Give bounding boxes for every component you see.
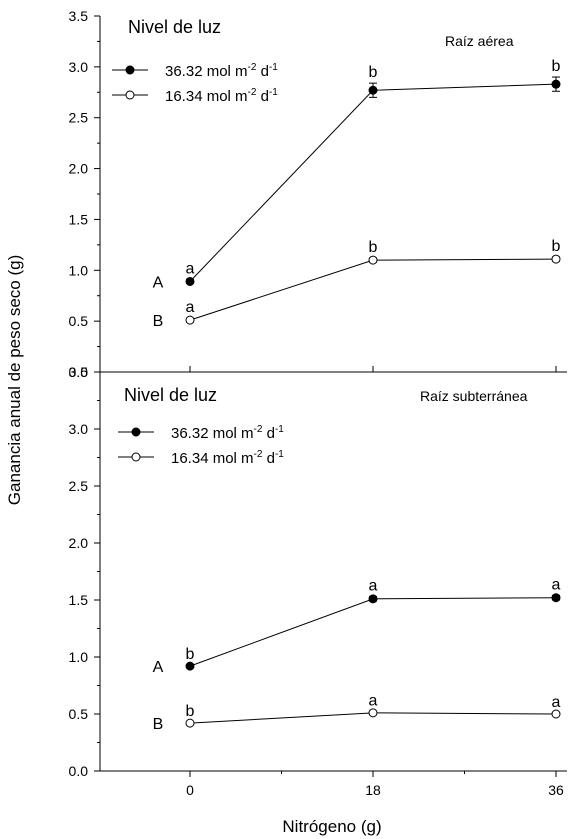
series-line: [189, 597, 557, 667]
data-point: [368, 85, 378, 95]
significance-letter: b: [369, 239, 378, 256]
y-tick-label: 1.0: [69, 262, 89, 278]
y-tick-label: 3.5: [69, 8, 89, 24]
significance-letter: a: [552, 576, 561, 593]
x-tick-label: 18: [365, 782, 381, 798]
plot-area: 0.0 0.5 1.0 1.5 2.0 2.5 3.0 3.5 Raíz aérea Nivel …: [69, 8, 567, 798]
significance-letter: b: [369, 64, 378, 81]
y-tick-label: 3.0: [69, 59, 89, 75]
legend-title: Nivel de luz: [128, 17, 221, 37]
y-axis-label: Ganancia anual de peso seco (g): [5, 255, 24, 505]
legend-marker: [131, 427, 141, 437]
y-tick-label: 2.5: [69, 110, 89, 126]
group-label: B: [153, 313, 164, 330]
y-tick-label: 1.5: [69, 592, 89, 608]
data-point: [368, 708, 378, 718]
data-point: [368, 594, 378, 604]
data-point: [185, 661, 195, 671]
data-point: [551, 593, 561, 603]
legend-title: Nivel de luz: [124, 385, 217, 405]
y-tick-label: 0.0: [69, 763, 89, 779]
data-point: [551, 79, 561, 89]
significance-letter: b: [186, 646, 195, 663]
data-point: [551, 709, 561, 719]
legend-label: 16.34 mol m-2 d-1: [165, 87, 278, 105]
group-label: B: [153, 716, 164, 733]
significance-letter: b: [186, 703, 195, 720]
significance-letter: a: [186, 260, 195, 277]
data-point: [185, 315, 195, 325]
data-point: [185, 718, 195, 728]
x-tick-label: 0: [186, 782, 194, 798]
group-label: A: [153, 274, 164, 291]
significance-letter: a: [369, 578, 378, 595]
data-point: [368, 255, 378, 265]
y-tick-label: 2.0: [69, 161, 89, 177]
series-line: [189, 258, 557, 321]
x-tick-label: 36: [548, 782, 564, 798]
significance-letter: b: [552, 58, 561, 75]
group-label: A: [153, 659, 164, 676]
y-tick-label: 0.0: [69, 364, 89, 380]
y-tick-label: 1.5: [69, 211, 89, 227]
legend-label: 16.34 mol m-2 d-1: [171, 449, 284, 467]
x-axis-label: Nitrógeno (g): [282, 817, 381, 836]
y-tick-label: 1.0: [69, 649, 89, 665]
legend-marker: [125, 90, 135, 100]
significance-letter: a: [552, 694, 561, 711]
significance-letter: a: [369, 693, 378, 710]
data-point: [185, 276, 195, 286]
legend-marker: [131, 452, 141, 462]
y-tick-label: 3.5: [69, 364, 89, 380]
legend-label: 36.32 mol m-2 d-1: [165, 62, 278, 80]
significance-letter: a: [186, 299, 195, 316]
y-tick-label: 0.5: [69, 706, 89, 722]
data-point: [551, 254, 561, 264]
y-tick-label: 0.5: [69, 313, 89, 329]
y-tick-label: 3.0: [69, 421, 89, 437]
panel-label: Raíz aérea: [445, 33, 514, 49]
panel-label: Raíz subterránea: [420, 388, 528, 404]
y-tick-label: 2.0: [69, 535, 89, 551]
y-tick-label: 2.5: [69, 478, 89, 494]
legend-label: 36.32 mol m-2 d-1: [171, 424, 284, 442]
significance-letter: b: [552, 238, 561, 255]
legend-marker: [125, 65, 135, 75]
